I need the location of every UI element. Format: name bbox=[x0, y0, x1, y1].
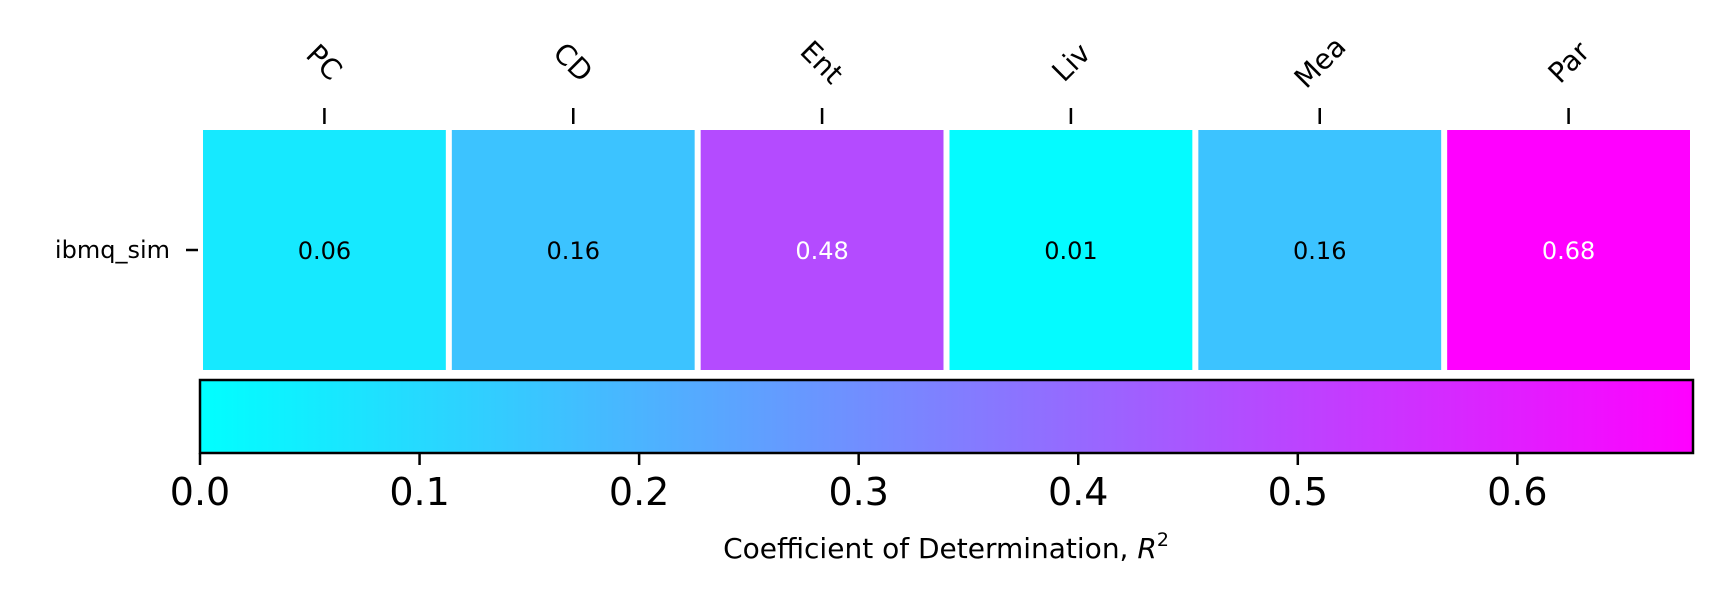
colorbar: 0.0 0.1 0.2 0.3 0.4 0.5 0.6 bbox=[170, 378, 1695, 514]
colorbar-tick-label: 0.3 bbox=[828, 470, 888, 514]
heatmap-cell bbox=[1198, 130, 1442, 370]
colorbar-tick-label: 0.0 bbox=[170, 470, 230, 514]
cell-value-label: 0.16 bbox=[547, 237, 600, 265]
row-label: ibmq_sim bbox=[55, 236, 170, 264]
heatmap-cell bbox=[1447, 130, 1690, 370]
colorbar-tick-label: 0.4 bbox=[1048, 470, 1108, 514]
column-label: Mea bbox=[1288, 30, 1353, 95]
column-label: PC bbox=[300, 38, 349, 87]
column-label: CD bbox=[547, 36, 599, 88]
cell-value-label: 0.01 bbox=[1044, 237, 1097, 265]
heatmap-grid: ibmq_sim 0.06 0.16 0.48 0.01 0.16 0.68 PC CD Ent L… bbox=[55, 30, 1690, 370]
colorbar-tick-label: 0.1 bbox=[389, 470, 449, 514]
column-label: Par bbox=[1542, 35, 1597, 90]
heatmap-cell bbox=[203, 130, 446, 370]
heatmap-cell bbox=[700, 130, 944, 370]
colorbar-gradient bbox=[198, 378, 1695, 455]
colorbar-tick-label: 0.2 bbox=[609, 470, 669, 514]
cell-value-label: 0.68 bbox=[1542, 237, 1595, 265]
colorbar-label: Coefficient of Determination, R2 bbox=[723, 529, 1169, 565]
cell-value-label: 0.16 bbox=[1293, 237, 1346, 265]
column-label: Ent bbox=[794, 34, 850, 90]
heatmap-cell bbox=[451, 130, 695, 370]
colorbar-tick-label: 0.5 bbox=[1268, 470, 1328, 514]
column-label: Liv bbox=[1045, 37, 1097, 89]
colorbar-tick-label: 0.6 bbox=[1487, 470, 1547, 514]
cell-value-label: 0.48 bbox=[795, 237, 848, 265]
heatmap-cell bbox=[949, 130, 1193, 370]
cell-value-label: 0.06 bbox=[298, 237, 351, 265]
